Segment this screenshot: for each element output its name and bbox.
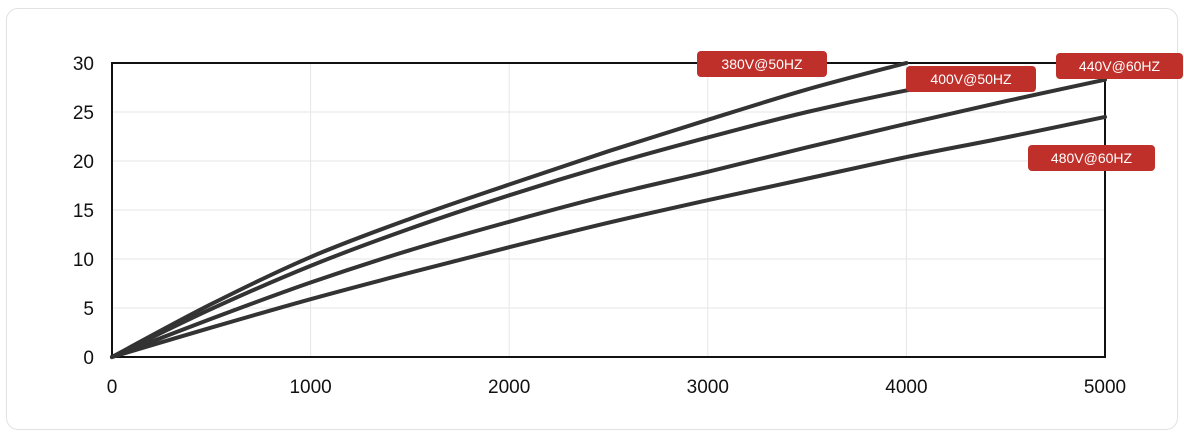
series-label-text: 440V@60HZ [1079, 58, 1161, 74]
x-axis-ticks: 0 1000 2000 3000 4000 5000 [107, 377, 1126, 398]
y-axis-ticks: 0 5 10 15 20 25 30 [73, 54, 94, 369]
series-line [110, 61, 909, 359]
series-label-text: 380V@50HZ [721, 56, 803, 72]
series-label-text: 400V@50HZ [930, 71, 1012, 87]
series-label: 380V@50HZ [697, 51, 827, 77]
series-line [110, 70, 1008, 359]
series-line [110, 77, 1107, 359]
series-label: 480V@60HZ [1028, 145, 1155, 171]
y-tick-label: 20 [73, 152, 94, 173]
x-tick-label: 4000 [885, 377, 927, 398]
series-labels: 380V@50HZ 400V@50HZ 440V@60HZ 480V@60HZ [697, 51, 1183, 171]
y-tick-label: 30 [73, 54, 94, 75]
series-label: 400V@50HZ [906, 66, 1036, 92]
plot-area-frame [111, 62, 1106, 358]
x-tick-label: 5000 [1084, 377, 1126, 398]
x-tick-label: 1000 [289, 377, 331, 398]
series-label-badge [906, 66, 1036, 92]
x-tick-label: 2000 [488, 377, 530, 398]
y-tick-label: 10 [73, 250, 94, 271]
y-tick-label: 5 [83, 299, 94, 320]
series-line [110, 114, 1107, 359]
series-label-badge [697, 51, 827, 77]
series-label: 440V@60HZ [1056, 53, 1183, 79]
series-lines [110, 61, 1107, 359]
series-label-badge [1056, 53, 1183, 79]
y-tick-label: 0 [83, 348, 94, 369]
series-label-text: 480V@60HZ [1051, 150, 1133, 166]
y-tick-label: 15 [73, 201, 94, 222]
series-label-badge [1028, 145, 1155, 171]
x-tick-label: 3000 [687, 377, 729, 398]
x-tick-label: 0 [107, 377, 118, 398]
y-tick-label: 25 [73, 103, 94, 124]
